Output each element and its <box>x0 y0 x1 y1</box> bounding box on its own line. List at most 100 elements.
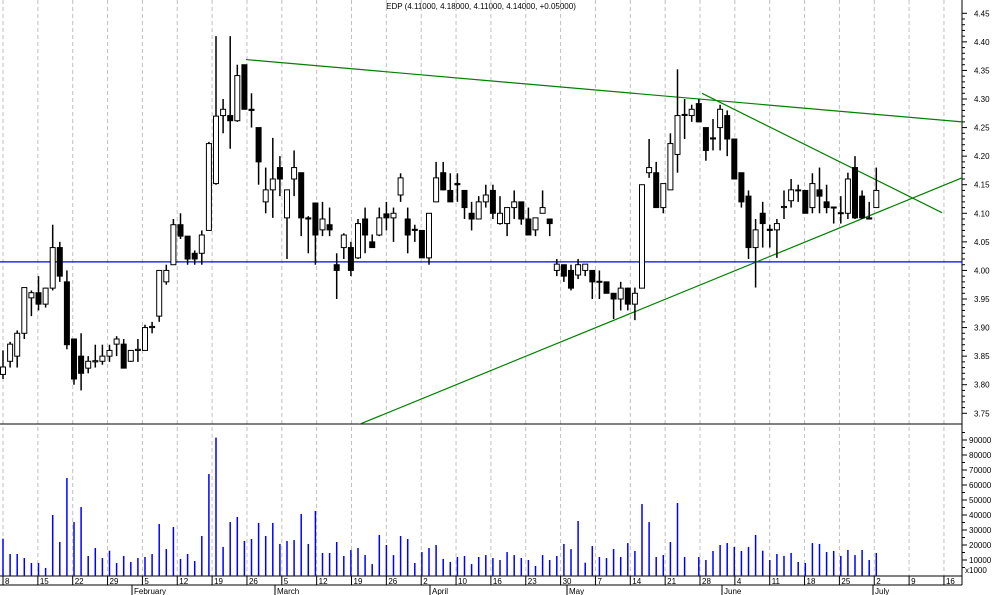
candle <box>49 224 56 291</box>
candle <box>589 269 596 299</box>
candle-body-down <box>184 235 191 260</box>
candle <box>35 276 42 311</box>
price-tick-label: 4.20 <box>974 152 990 161</box>
candle-body-up <box>773 223 780 231</box>
candle-body-down <box>546 218 553 225</box>
candle-body-up <box>752 229 759 249</box>
date-tick-label: 19 <box>354 577 363 586</box>
date-tick-label: 18 <box>807 577 816 586</box>
candle-body-down <box>71 338 77 380</box>
candle <box>262 167 269 214</box>
candle-body-down <box>830 206 837 209</box>
date-tick-label: 26 <box>249 577 258 586</box>
candle <box>461 189 468 220</box>
price-panel <box>0 36 962 424</box>
candle-body-down <box>461 189 468 209</box>
candle <box>695 99 702 123</box>
trendline <box>701 92 943 214</box>
candle-body-up <box>532 217 539 231</box>
candle-body-down <box>724 115 731 140</box>
candle-body-down <box>695 103 702 123</box>
candle <box>823 184 830 214</box>
date-tick-label: 2 <box>876 577 881 586</box>
candle-body-down <box>404 218 411 236</box>
date-tick-label: 30 <box>563 577 572 586</box>
candle <box>717 104 724 151</box>
candle <box>674 69 681 173</box>
price-tick-label: 4.45 <box>974 9 990 18</box>
candle-body-up <box>319 218 326 231</box>
date-tick-label: 29 <box>110 577 119 586</box>
volume-unit-label: x1000 <box>965 566 987 575</box>
candle <box>127 349 134 362</box>
candle <box>454 173 461 202</box>
candle-body-up <box>717 108 724 129</box>
candle <box>291 150 298 197</box>
volume-tick-label: 10000 <box>969 556 992 565</box>
price-tick-label: 4.40 <box>974 38 990 47</box>
candle-body-up <box>631 292 638 305</box>
price-tick-label: 4.10 <box>974 209 990 218</box>
candle <box>397 173 404 202</box>
candle <box>113 336 120 357</box>
candle <box>21 287 28 339</box>
volume-tick-label: 90000 <box>969 436 992 445</box>
trendline <box>245 58 962 123</box>
volume-tick-label: 50000 <box>969 496 992 505</box>
candle-body-down <box>305 217 312 220</box>
candle-body-up <box>674 115 681 155</box>
volume-tick-label: 30000 <box>969 526 992 535</box>
candle <box>511 190 518 220</box>
candle-body-down <box>56 247 63 277</box>
candle <box>475 196 482 220</box>
candle <box>63 270 70 350</box>
candle-body-up <box>482 194 489 203</box>
candle <box>426 212 432 265</box>
candle-body-up <box>646 167 653 174</box>
candle-body-down <box>852 167 858 219</box>
candle <box>802 189 809 214</box>
candle <box>603 281 610 294</box>
candle <box>298 172 305 237</box>
candle <box>284 189 290 260</box>
candle-body-down <box>191 252 198 260</box>
candle <box>333 253 340 299</box>
candle-body-up <box>844 178 851 214</box>
candle-body-up <box>99 355 106 362</box>
trendline <box>358 177 962 424</box>
candle <box>575 259 582 280</box>
candle-body-down <box>596 280 603 283</box>
candle <box>631 287 638 321</box>
candle <box>326 207 333 237</box>
candle-body-up <box>617 287 624 300</box>
candle <box>149 321 156 334</box>
candle-body-up <box>21 287 28 334</box>
date-tick-label: 12 <box>319 577 328 586</box>
candle-body-up <box>134 348 141 351</box>
candle-body-down <box>440 172 447 191</box>
candle-body-up <box>291 167 298 180</box>
candle <box>844 172 851 220</box>
price-tick-label: 4.35 <box>974 66 990 75</box>
candle-body-up <box>106 349 113 357</box>
date-tick-label: 25 <box>841 577 850 586</box>
candle <box>227 36 234 149</box>
candle <box>866 201 873 220</box>
candle <box>532 217 539 237</box>
chart-title: EDP (4.11000, 4.18000, 4.11000, 4.14000,… <box>386 2 576 11</box>
candle-body-down <box>255 127 262 163</box>
candle-body-down <box>369 241 376 249</box>
candle-body-down <box>333 264 340 271</box>
month-label: July <box>875 587 889 595</box>
candle <box>56 241 63 282</box>
candle-body-down <box>326 224 333 231</box>
candle-body-down <box>731 138 738 180</box>
candle-body-down <box>312 202 319 236</box>
candle-body-up <box>269 178 276 191</box>
month-label: May <box>569 587 584 595</box>
candle <box>213 36 219 185</box>
candle <box>724 110 731 157</box>
candle <box>14 330 21 368</box>
candle-body-down <box>411 228 418 231</box>
candle-body-up <box>426 212 432 259</box>
